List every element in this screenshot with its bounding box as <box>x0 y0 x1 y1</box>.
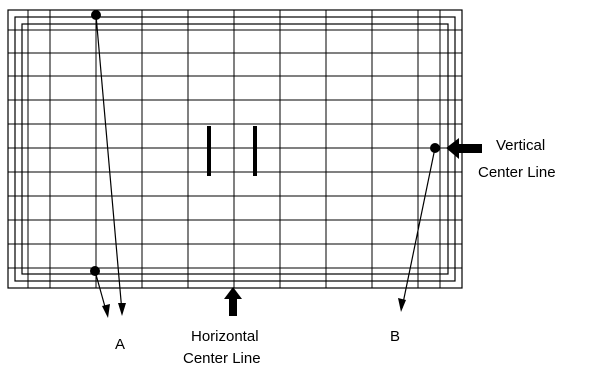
label-a: A <box>115 336 125 353</box>
vertical-center-label-line2: Center Line <box>478 164 556 181</box>
center-bars <box>207 126 257 176</box>
arrowheads <box>102 298 406 318</box>
inner-frame <box>21 23 449 275</box>
arrowhead-a-short <box>102 304 110 318</box>
outer-frame <box>7 9 463 289</box>
arrow-b <box>401 147 436 309</box>
horizontal-center-label-line1: Horizontal <box>191 328 259 345</box>
pointer-lines <box>94 14 436 315</box>
arrowhead-b <box>398 298 406 312</box>
vertical-center-arrow <box>446 138 482 159</box>
label-b: B <box>390 328 400 345</box>
middle-frame <box>14 16 456 282</box>
horizontal-center-label-line2: Center Line <box>183 350 261 367</box>
arrow-a-long <box>95 14 123 313</box>
horizontal-center-arrow <box>224 287 242 316</box>
arrowhead-a-long <box>118 303 126 316</box>
border-frames <box>7 9 463 289</box>
vertical-center-label-line1: Vertical <box>496 137 545 154</box>
crosshatch-grid <box>8 10 462 288</box>
